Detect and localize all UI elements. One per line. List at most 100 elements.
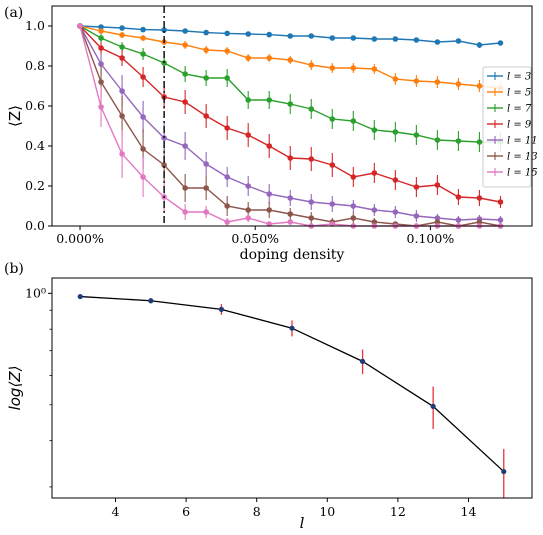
data-point: [287, 195, 294, 201]
data-point: [98, 104, 104, 110]
data-point: [287, 219, 294, 225]
panel-b-frame: [51, 277, 533, 499]
data-point: [329, 65, 336, 71]
data-point: [245, 97, 252, 103]
data-point: [287, 101, 294, 107]
panel-a-y-ticks: 0.0 0.2 0.4 0.6 0.8 1.0: [25, 18, 52, 233]
data-point: [392, 36, 399, 42]
panel-a-frame: [51, 5, 533, 227]
data-point: [287, 57, 294, 63]
data-point: [350, 215, 357, 221]
panel-b-x-ticks: 4 6 8 10 12 14: [112, 498, 477, 519]
data-point: [224, 203, 230, 209]
data-point: [371, 219, 378, 225]
data-point: [245, 215, 252, 221]
data-point: [224, 75, 230, 81]
y-tick-label: 0.6: [25, 98, 45, 113]
legend-item-l9: l = 9: [487, 120, 532, 131]
data-point: [119, 32, 125, 38]
panel-a-plot-area: [77, 6, 504, 229]
legend-item-l11: l = 11: [487, 136, 538, 147]
data-point: [119, 113, 125, 119]
data-point: [203, 185, 209, 191]
data-point: [497, 217, 504, 223]
data-point: [371, 207, 378, 213]
data-point: [329, 162, 336, 168]
legend-label: l = 13: [507, 152, 538, 163]
data-point: [287, 211, 294, 217]
data-point: [371, 127, 378, 133]
data-point: [266, 221, 273, 227]
data-point: [455, 217, 462, 223]
data-point: [359, 358, 366, 364]
x-tick-label: 0.000%: [56, 231, 104, 246]
data-point: [119, 44, 125, 50]
x-tick-label: 4: [112, 504, 120, 519]
data-point: [392, 177, 399, 183]
data-point: [224, 48, 230, 54]
data-point: [434, 39, 441, 45]
y-tick-label: 0.8: [25, 58, 45, 73]
legend-item-l13: l = 13: [487, 152, 538, 163]
data-point: [392, 129, 399, 135]
data-point: [455, 138, 462, 144]
y-tick-label: 0.4: [25, 138, 45, 153]
data-point: [140, 26, 146, 33]
data-point: [203, 209, 209, 215]
data-point: [434, 219, 441, 225]
data-point: [140, 174, 146, 180]
data-point: [497, 40, 504, 46]
data-point: [245, 183, 252, 189]
data-point: [98, 45, 104, 51]
data-point: [161, 27, 167, 33]
data-point: [476, 83, 483, 89]
data-point: [413, 213, 420, 219]
data-point: [140, 35, 146, 41]
data-point: [329, 201, 336, 207]
data-point: [182, 28, 188, 34]
data-point: [266, 143, 273, 149]
x-tick-label: 14: [461, 504, 477, 519]
y-tick-label: 0.0: [25, 218, 45, 233]
data-point: [434, 182, 441, 188]
data-point: [98, 61, 104, 67]
data-point: [371, 36, 378, 42]
panel-b-y-ticks: 10⁰: [25, 285, 52, 488]
x-tick-label: 6: [182, 504, 190, 519]
series-l11: [77, 23, 504, 224]
data-point: [161, 162, 167, 168]
panel-b-x-label: l: [300, 514, 305, 532]
data-point: [98, 79, 104, 85]
data-point: [476, 195, 483, 201]
data-point: [329, 35, 336, 41]
data-point: [434, 79, 441, 85]
data-point: [203, 75, 209, 81]
data-point: [182, 71, 188, 77]
data-point: [182, 209, 188, 215]
data-point: [98, 24, 104, 30]
series-l9: [77, 23, 504, 208]
data-point: [308, 62, 315, 68]
data-point: [413, 184, 420, 190]
panel-a-x-label: doping density: [240, 247, 345, 263]
legend-label: l = 15: [507, 168, 538, 179]
data-point: [203, 29, 209, 36]
data-point: [119, 25, 125, 31]
data-point: [161, 135, 167, 141]
data-point: [266, 207, 273, 213]
panel-a: (a) 0.000% 0.050% 0.100% 0.0 0.2 0.4 0.6 0.8 1.…: [4, 5, 538, 263]
data-point: [119, 88, 125, 94]
data-point: [430, 403, 436, 409]
legend-label: l = 9: [507, 120, 532, 131]
data-point: [98, 35, 104, 41]
x-tick-label: 8: [253, 504, 261, 519]
data-point: [350, 65, 357, 71]
data-point: [476, 139, 483, 145]
data-point: [476, 219, 483, 225]
data-point: [140, 114, 146, 120]
data-point: [245, 31, 252, 37]
data-point: [182, 143, 188, 149]
data-point: [308, 106, 315, 112]
data-point: [203, 161, 209, 167]
